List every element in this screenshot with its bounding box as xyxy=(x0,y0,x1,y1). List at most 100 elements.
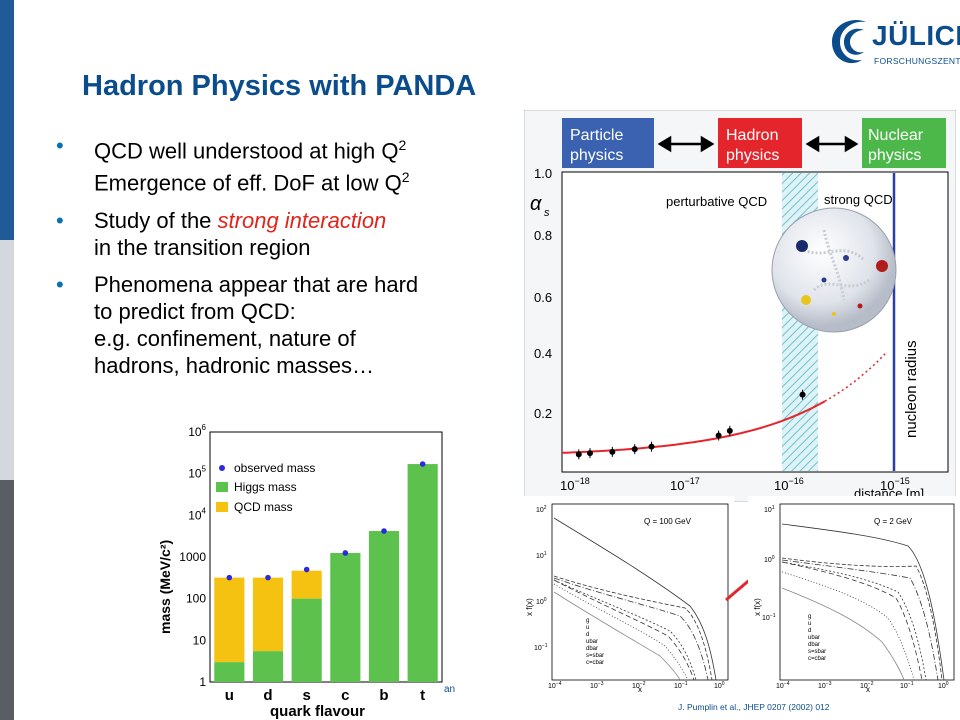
y-tick-label: 0.4 xyxy=(534,346,552,361)
q-label: Q = 2 GeV xyxy=(874,517,913,526)
higgs-mass-bar xyxy=(407,464,438,682)
y-tick-labels: 101 100 10−1 xyxy=(762,505,776,622)
pdf-chart-q2: Q = 2 GeV x f(x) x 101 100 10−1 10−4 10−… xyxy=(748,496,958,696)
logo-swoosh-icon xyxy=(832,20,866,64)
y-axis-label: α xyxy=(530,193,542,215)
x-tick-labels: 10−18 10−17 10−16 10−15 xyxy=(560,476,910,493)
bullet-text: Emergence of eff. DoF at low Q xyxy=(94,170,402,196)
bullet-text: hadrons, hadronic masses… xyxy=(94,352,375,378)
bullet-text: QCD well understood at high Q xyxy=(94,138,399,164)
observed-mass-point xyxy=(381,528,387,534)
higgs-mass-legend-swatch xyxy=(216,482,228,492)
x-axis-label: quark flavour xyxy=(270,703,365,720)
category-label: d xyxy=(263,687,272,704)
data-point xyxy=(575,451,582,458)
highlight-text: strong interaction xyxy=(217,207,387,233)
d-curve xyxy=(781,559,939,681)
particle-physics-label: Particle xyxy=(570,127,623,144)
juelich-logo: JÜLICH FORSCHUNGSZENTRUM xyxy=(826,12,960,72)
y-axis-label: x f(x) xyxy=(525,598,534,616)
u-curve xyxy=(553,575,713,681)
gluon-curve xyxy=(553,517,717,681)
ubar-curve xyxy=(781,561,927,681)
y-tick-label: 1 xyxy=(199,675,206,689)
data-point xyxy=(631,446,638,453)
y-axis-label-sub: s xyxy=(544,207,550,219)
legend-label: d xyxy=(586,632,589,638)
alpha-s-chart: Particle physics Hadron physics Nuclear … xyxy=(524,110,956,502)
x-tick-label: 10−3 xyxy=(818,681,832,690)
bullet-text: to predict from QCD: xyxy=(94,298,296,324)
higgs-mass-bar xyxy=(330,552,361,682)
hadron-physics-label: Hadron xyxy=(726,127,778,144)
pdf-curves xyxy=(781,523,945,681)
data-point xyxy=(648,443,655,450)
x-tick-label: 10−1 xyxy=(674,681,688,690)
y-tick-labels: 1 10 100 1000 104 105 106 xyxy=(179,424,206,689)
running-coupling-curve xyxy=(561,351,888,454)
category-label: c xyxy=(341,687,349,704)
y-tick-label: 0.6 xyxy=(534,290,552,305)
hadron-sphere-illustration xyxy=(771,207,897,333)
y-axis-label: mass (MeV/c²) xyxy=(157,540,173,634)
legend-label: dbar xyxy=(586,646,598,652)
observed-mass-point xyxy=(226,574,233,581)
legend-label: g xyxy=(808,614,811,620)
x-tick-label: 10−17 xyxy=(670,476,700,493)
category-label: u xyxy=(225,687,234,704)
y-tick-label: 0.2 xyxy=(534,406,552,421)
plot-frame xyxy=(209,431,443,683)
legend-label: c=cbar xyxy=(808,656,826,662)
hadron-physics-label: physics xyxy=(726,147,779,164)
double-arrow-icon xyxy=(657,135,859,153)
data-point xyxy=(726,427,733,434)
citation-footnote: J. Pumplin et al., JHEP 0207 (2002) 012 xyxy=(678,702,830,712)
legend-label: Higgs mass xyxy=(234,480,297,494)
x-tick-label: 10−4 xyxy=(776,681,790,690)
superscript: 2 xyxy=(401,169,410,186)
legend-label: ubar xyxy=(586,639,598,645)
x-tick-labels: 10−4 10−3 10−2 10−1 100 xyxy=(776,681,949,690)
left-bar-lightgray xyxy=(0,240,14,480)
superscript: 2 xyxy=(398,137,407,153)
y-tick-labels: 1.0 0.8 0.6 0.4 0.2 xyxy=(534,166,552,421)
y-axis-label: x f(x) xyxy=(753,598,762,616)
bars xyxy=(214,461,438,682)
pdf-legend: g u d ubar dbar s=sbar c=cbar xyxy=(586,618,604,666)
left-bar-blue xyxy=(0,0,14,240)
plot-frame xyxy=(561,171,949,473)
observed-mass-legend-marker xyxy=(219,465,225,471)
nuclear-physics-label: Nuclear xyxy=(868,127,924,144)
legend-label: c=cbar xyxy=(586,660,604,666)
observed-mass-point xyxy=(419,461,426,467)
legend-label: QCD mass xyxy=(234,500,293,514)
bullet-dot: • xyxy=(56,133,64,158)
plot-frame xyxy=(779,503,955,681)
higgs-mass-bar xyxy=(368,531,400,682)
c-curve xyxy=(553,591,681,681)
x-tick-label: 10−16 xyxy=(774,476,804,493)
q-label: Q = 100 GeV xyxy=(644,517,692,526)
data-point xyxy=(715,432,722,439)
x-axis-label: x xyxy=(866,685,870,694)
y-tick-label: 105 xyxy=(188,465,206,481)
legend-label: d xyxy=(808,628,811,634)
higgs-mass-bar xyxy=(252,651,284,682)
x-axis-label: x xyxy=(638,685,642,694)
y-tick-label: 0.8 xyxy=(534,228,552,243)
y-tick-label: 102 xyxy=(536,505,547,514)
x-tick-labels: 10−4 10−3 10−2 10−1 100 xyxy=(548,681,725,690)
bullet-list: • QCD well understood at high Q2 Emergen… xyxy=(56,132,526,389)
y-tick-labels: 102 101 100 10−1 xyxy=(534,505,548,652)
c-curve xyxy=(781,587,905,681)
y-tick-label: 101 xyxy=(764,505,775,514)
x-tick-label: 10−18 xyxy=(560,476,590,493)
pdf-curves xyxy=(553,517,717,681)
nucleon-radius-label: nucleon radius xyxy=(903,340,920,438)
chart-legend: observed mass Higgs mass QCD mass xyxy=(216,461,315,514)
x-tick-label: 10−4 xyxy=(548,681,562,690)
data-point xyxy=(799,391,806,398)
ubar-curve xyxy=(553,579,697,681)
legend-label: u xyxy=(808,621,811,627)
y-tick-label: 10 xyxy=(193,633,207,647)
